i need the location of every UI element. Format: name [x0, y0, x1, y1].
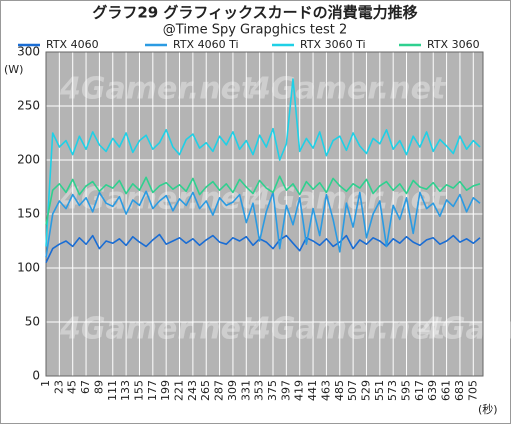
x-tick-label: 353: [253, 380, 266, 401]
x-tick-label: 573: [386, 380, 399, 401]
watermark: 4Gamer.net: [249, 72, 447, 107]
x-tick-label: 463: [319, 380, 332, 401]
y-tick-label: 250: [17, 99, 40, 113]
x-tick-label: 265: [199, 380, 212, 401]
y-tick-label: 150: [17, 207, 40, 221]
chart-title: グラフ29 グラフィックスカードの消費電力推移: [92, 4, 417, 22]
series-line: [45, 78, 481, 247]
legend-label: RTX 4060: [46, 38, 99, 51]
legend-label: RTX 3060 Ti: [300, 38, 366, 51]
legend-label: RTX 4060 Ti: [173, 38, 239, 51]
x-tick-label: 221: [173, 380, 186, 401]
legend-label: RTX 3060: [427, 38, 480, 51]
x-tick-label: 639: [426, 380, 439, 401]
x-tick-label: 441: [306, 380, 319, 401]
x-tick-label: 111: [106, 380, 119, 401]
x-tick-label: 617: [413, 380, 426, 401]
x-tick-label: 1: [39, 380, 52, 387]
x-tick-label: 309: [226, 380, 239, 401]
x-tick-label: 419: [293, 380, 306, 401]
x-axis-label: (秒): [478, 402, 498, 416]
series-line: [45, 233, 481, 263]
series-line: [45, 175, 481, 225]
x-tick-label: 397: [279, 380, 292, 401]
x-tick-label: 177: [146, 380, 159, 401]
x-tick-label: 705: [466, 380, 479, 401]
x-tick-label: 331: [239, 380, 252, 401]
y-tick-label: 300: [17, 45, 40, 59]
x-tick-label: 89: [92, 380, 105, 394]
x-tick-label: 529: [359, 380, 372, 401]
y-tick-label: 200: [17, 153, 40, 167]
y-tick-label: 50: [25, 315, 40, 329]
x-tick-label: 551: [373, 380, 386, 401]
x-tick-label: 67: [79, 380, 92, 394]
x-tick-label: 683: [453, 380, 466, 401]
y-tick-label: 100: [17, 261, 40, 275]
x-tick-label: 133: [119, 380, 132, 401]
series-line: [45, 190, 481, 258]
x-tick-label: 661: [440, 380, 453, 401]
watermark: 4Gamer.net: [59, 312, 257, 347]
watermark: 4Gamer.net: [249, 312, 447, 347]
x-tick-label: 23: [52, 380, 65, 394]
watermark: 4Gamer.net: [59, 72, 257, 107]
x-tick-label: 507: [346, 380, 359, 401]
x-tick-label: 155: [132, 380, 145, 401]
x-tick-label: 45: [66, 380, 79, 394]
x-tick-label: 243: [186, 380, 199, 401]
y-tick-label: 0: [32, 369, 40, 383]
chart-subtitle: @Time Spy Grapghics test 2: [163, 23, 347, 38]
x-tick-label: 595: [400, 380, 413, 401]
watermark: 4Gamer.net: [419, 312, 511, 347]
x-tick-label: 485: [333, 380, 346, 401]
x-tick-label: 199: [159, 380, 172, 401]
x-tick-label: 375: [266, 380, 279, 401]
plot-border: [45, 51, 484, 377]
x-tick-label: 287: [213, 380, 226, 401]
y-axis-label: (W): [4, 63, 23, 76]
